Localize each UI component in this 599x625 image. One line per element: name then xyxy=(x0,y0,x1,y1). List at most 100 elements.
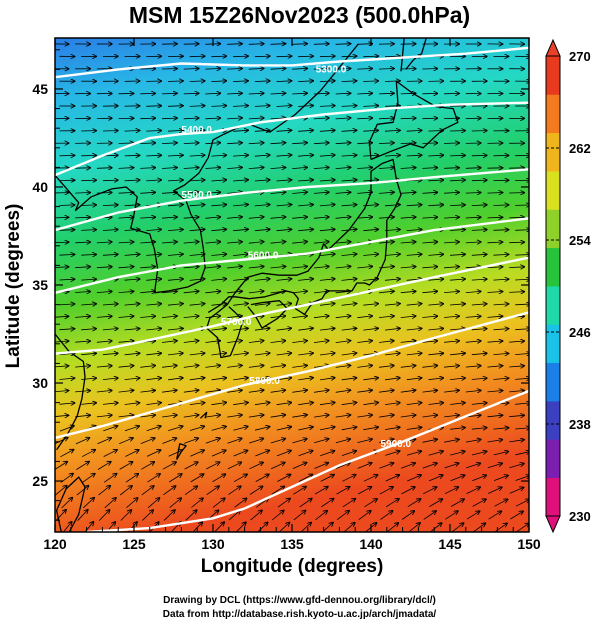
wind-arrow xyxy=(379,390,394,392)
wind-arrow xyxy=(509,391,524,392)
wind-arrow xyxy=(124,180,140,181)
wind-arrow xyxy=(183,390,199,392)
wind-arrow xyxy=(378,291,394,293)
wind-arrow xyxy=(313,192,329,193)
wind-arrow xyxy=(342,499,356,508)
wind-arrow xyxy=(59,254,75,255)
wind-arrow xyxy=(167,279,183,280)
wind-arrow xyxy=(379,487,393,495)
wind-arrow xyxy=(515,476,529,481)
wind-arrow xyxy=(248,44,264,45)
wind-arrow xyxy=(319,229,335,230)
wind-arrow xyxy=(385,475,400,482)
wind-arrow xyxy=(271,463,285,470)
wind-arrow xyxy=(494,499,507,507)
x-tick-label: 140 xyxy=(359,536,383,552)
wind-arrow xyxy=(98,510,109,521)
wind-arrow xyxy=(162,438,177,444)
wind-arrow xyxy=(466,487,481,494)
wind-arrow xyxy=(515,378,529,379)
wind-arrow xyxy=(102,304,118,305)
wind-arrow xyxy=(189,279,205,281)
colorbar-label: 246 xyxy=(569,325,591,340)
wind-arrow xyxy=(227,242,242,243)
wind-arrow xyxy=(167,229,183,230)
wind-arrow xyxy=(140,143,155,144)
wind-arrow xyxy=(450,155,465,156)
wind-arrow xyxy=(227,266,242,268)
wind-arrow xyxy=(471,180,487,181)
wind-arrow xyxy=(471,230,487,231)
wind-arrow xyxy=(357,93,372,94)
wind-arrow xyxy=(363,378,378,380)
wind-arrow xyxy=(55,415,69,416)
wind-arrow xyxy=(335,341,351,343)
wind-arrow xyxy=(509,440,524,442)
wind-arrow xyxy=(96,415,112,417)
y-tick-label: 40 xyxy=(32,179,48,195)
wind-arrow xyxy=(487,193,503,194)
wind-arrow xyxy=(422,341,437,343)
wind-arrow xyxy=(428,155,443,156)
wind-arrow xyxy=(146,155,161,156)
wind-arrow xyxy=(96,291,112,292)
wind-arrow xyxy=(211,205,226,206)
wind-arrow xyxy=(428,403,444,405)
wind-arrow xyxy=(96,242,112,243)
wind-arrow xyxy=(428,475,443,482)
wind-arrow xyxy=(270,192,286,193)
wind-arrow xyxy=(276,378,292,380)
wind-arrow xyxy=(184,486,197,496)
wind-arrow xyxy=(444,439,459,443)
wind-arrow xyxy=(228,510,240,521)
wind-arrow xyxy=(167,254,183,255)
wind-arrow xyxy=(270,365,286,367)
wind-arrow xyxy=(379,463,394,469)
wind-arrow xyxy=(162,462,176,470)
wind-arrow xyxy=(250,510,262,521)
wind-arrow xyxy=(298,378,313,380)
wind-arrow xyxy=(168,426,182,431)
colorbar-label: 238 xyxy=(569,417,591,432)
wind-arrow xyxy=(76,462,89,470)
wind-arrow xyxy=(183,242,199,243)
wind-arrow xyxy=(254,378,270,380)
wind-arrow xyxy=(254,106,270,107)
wind-arrow xyxy=(341,205,357,206)
wind-arrow xyxy=(233,180,248,181)
wind-arrow xyxy=(118,267,134,268)
wind-arrow xyxy=(335,44,351,45)
wind-arrow xyxy=(357,44,372,45)
wind-arrow xyxy=(205,69,220,70)
wind-arrow xyxy=(400,291,416,292)
wind-arrow xyxy=(487,292,503,293)
wind-arrow xyxy=(358,487,371,495)
wind-arrow xyxy=(319,81,335,82)
wind-arrow xyxy=(183,143,199,144)
wind-arrow xyxy=(298,229,313,230)
wind-arrow xyxy=(378,118,394,119)
wind-arrow xyxy=(214,522,225,532)
wind-arrow xyxy=(211,403,227,405)
wind-arrow xyxy=(406,403,422,405)
wind-arrow xyxy=(422,168,437,169)
wind-arrow xyxy=(211,254,226,255)
wind-arrow xyxy=(450,428,465,430)
wind-arrow xyxy=(276,403,292,405)
wind-arrow xyxy=(227,415,242,417)
wind-arrow xyxy=(465,242,481,243)
wind-arrow xyxy=(255,474,269,482)
wind-arrow xyxy=(341,328,357,330)
wind-arrow xyxy=(276,106,292,107)
wind-vector-field xyxy=(55,44,529,532)
wind-arrow xyxy=(516,523,529,532)
contour-label: 5900.0 xyxy=(381,439,412,450)
wind-arrow xyxy=(75,438,90,445)
y-tick-label: 30 xyxy=(32,375,48,391)
wind-arrow xyxy=(118,192,134,193)
wind-arrow xyxy=(444,390,459,392)
wind-arrow xyxy=(167,304,183,306)
wind-arrow xyxy=(205,242,220,243)
wind-arrow xyxy=(357,415,372,417)
wind-arrow xyxy=(384,155,400,156)
